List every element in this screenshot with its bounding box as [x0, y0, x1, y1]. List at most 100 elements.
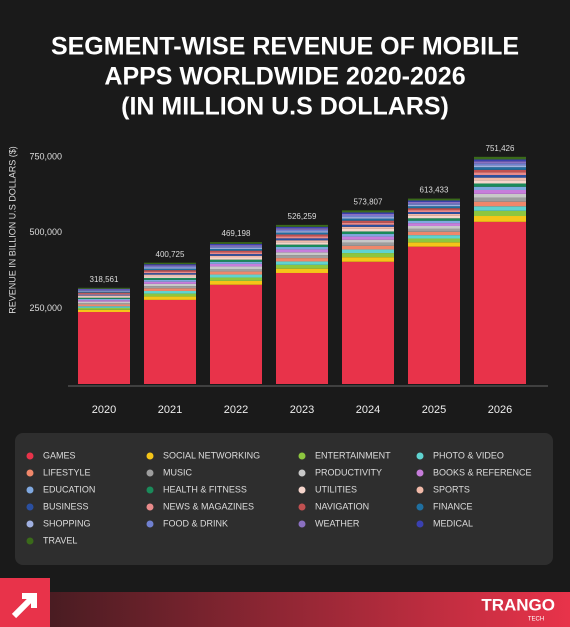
bar-segment	[144, 276, 196, 278]
bar-segment	[144, 273, 196, 275]
bar-segment	[276, 240, 328, 243]
bar-segment	[78, 304, 130, 307]
bar-segment	[210, 246, 262, 248]
bar-segment	[474, 167, 526, 170]
bar-segment	[78, 290, 130, 291]
legend-swatch	[26, 503, 34, 511]
bar-segment	[210, 266, 262, 269]
bar-segment	[210, 255, 262, 258]
bar-segment	[474, 159, 526, 162]
bar-segment	[144, 296, 196, 300]
bar-segment	[276, 261, 328, 265]
y-tick-label: 250,000	[29, 303, 62, 313]
bar-segment	[210, 243, 262, 246]
legend-label: PRODUCTIVITY	[315, 467, 382, 477]
bar-segment	[210, 263, 262, 267]
legend-label: BOOKS & REFERENCE	[433, 467, 532, 477]
bar-segment	[342, 220, 394, 223]
bar-segment	[210, 271, 262, 275]
legend-swatch	[298, 469, 306, 477]
bar-segment	[276, 226, 328, 229]
legend-label: LIFESTYLE	[43, 467, 91, 477]
bar-segment	[474, 189, 526, 194]
brand: TRANGO	[481, 595, 555, 614]
bar-segment	[474, 156, 526, 160]
bar-segment	[342, 224, 394, 227]
legend-swatch	[416, 469, 424, 477]
bar-segment	[210, 248, 262, 251]
legend-label: WEATHER	[315, 518, 360, 528]
bar-segment	[408, 231, 460, 236]
bar-segment	[408, 204, 460, 207]
legend-swatch	[146, 503, 154, 511]
total-label: 526,259	[288, 212, 317, 221]
bar-segment	[210, 261, 262, 264]
legend-label: PHOTO & VIDEO	[433, 450, 504, 460]
bar-segment	[408, 225, 460, 229]
bar-segment	[474, 172, 526, 176]
bar-segment	[78, 307, 130, 310]
bar-segment	[342, 212, 394, 214]
bar-segment	[210, 284, 262, 384]
legend-swatch	[416, 520, 424, 528]
bar-segment	[144, 264, 196, 266]
chart-title: SEGMENT-WISE REVENUE OF MOBILE	[51, 33, 519, 61]
bar-segment	[210, 274, 262, 278]
bar-segment	[78, 297, 130, 299]
bar-segment	[210, 257, 262, 260]
bar-segment	[276, 272, 328, 384]
bar-segment	[408, 238, 460, 243]
bar-segment	[342, 210, 394, 213]
legend-label: NEWS & MAGAZINES	[163, 501, 254, 511]
total-label: 469,198	[222, 229, 251, 238]
bar-segment	[78, 292, 130, 294]
legend-label: ENTERTAINMENT	[315, 450, 391, 460]
legend-label: MEDICAL	[433, 518, 473, 528]
total-label: 318,561	[90, 275, 119, 284]
bar-segment	[276, 236, 328, 239]
bar-segment	[408, 218, 460, 221]
bar-segment	[474, 186, 526, 190]
bar-segment	[78, 298, 130, 301]
legend-label: BUSINESS	[43, 501, 89, 511]
bar-segment	[408, 223, 460, 226]
legend-swatch	[416, 503, 424, 511]
legend-label: SPORTS	[433, 484, 470, 494]
bar-segment	[408, 210, 460, 213]
bar-segment	[408, 228, 460, 232]
x-tick-label: 2026	[488, 404, 512, 416]
bar-segment	[408, 212, 460, 214]
x-tick-label: 2021	[158, 404, 182, 416]
bar-segment	[276, 252, 328, 256]
legend-swatch	[298, 486, 306, 494]
bar-segment	[408, 215, 460, 219]
legend-label: SOCIAL NETWORKING	[163, 450, 260, 460]
bar-segment	[474, 221, 526, 384]
bar-segment	[144, 288, 196, 291]
total-label: 751,426	[486, 144, 515, 153]
bar-segment	[210, 247, 262, 249]
bar-segment	[210, 254, 262, 256]
bar-segment	[408, 213, 460, 216]
bar-segment	[474, 197, 526, 202]
legend-swatch	[26, 537, 34, 545]
legend-label: HEALTH & FITNESS	[163, 484, 247, 494]
bar-segment	[474, 175, 526, 178]
bar-segment	[342, 257, 394, 262]
bar-segment	[144, 283, 196, 287]
x-tick-label: 2022	[224, 404, 248, 416]
bar-segment	[342, 213, 394, 216]
legend-swatch	[26, 486, 34, 494]
bar-segment	[474, 206, 526, 211]
bar-segment	[408, 246, 460, 384]
bar-segment	[210, 280, 262, 285]
bar-segment	[78, 296, 130, 298]
chart-title: APPS WORLDWIDE 2020-2026	[104, 63, 465, 91]
bar-segment	[408, 242, 460, 247]
legend-swatch	[298, 520, 306, 528]
bar-segment	[342, 249, 394, 254]
legend-swatch	[26, 520, 34, 528]
bar-segment	[78, 306, 130, 308]
bar-segment	[342, 231, 394, 235]
bar-segment	[342, 222, 394, 225]
